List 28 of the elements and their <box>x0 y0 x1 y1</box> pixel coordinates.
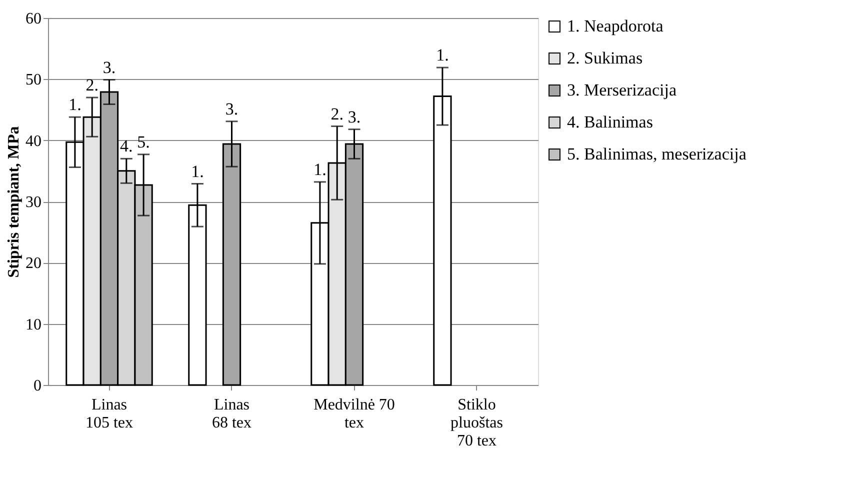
annotation: 3. <box>348 107 361 126</box>
x-tick-label: Stiklo pluoštas 70 tex <box>450 396 503 450</box>
x-tick-label: Linas 105 tex <box>85 396 134 432</box>
x-tick-label: Medvilnė 70 tex <box>314 396 395 432</box>
annotation: 1. <box>314 160 326 179</box>
annotation: 2. <box>86 76 98 95</box>
annotation: 3. <box>225 99 238 118</box>
legend-label: 2. Sukimas <box>567 48 643 68</box>
y-tick-label: 30 <box>26 194 42 211</box>
annotation: 1. <box>436 46 449 65</box>
y-tick-label: 0 <box>34 378 42 394</box>
annotation: 5. <box>137 132 150 152</box>
y-tick-label: 40 <box>26 132 42 150</box>
annotation: 3. <box>102 58 116 77</box>
legend-label: 1. Neapdorota <box>567 16 664 36</box>
y-axis-title: Stipris tempiant, MPa <box>6 126 22 278</box>
annotation: 2. <box>330 104 344 124</box>
y-tick-label: 50 <box>26 72 42 89</box>
y-tick-label: 20 <box>26 255 42 272</box>
y-tick-label: 10 <box>26 316 42 334</box>
legend-label: 5. Balinimas, meserizacija <box>567 144 747 164</box>
annotation: 1. <box>191 162 204 181</box>
annotation: 4. <box>120 136 133 156</box>
x-tick-label: Linas 68 tex <box>212 396 252 432</box>
legend-label: 4. Balinimas <box>567 112 653 132</box>
y-tick-label: 60 <box>26 10 42 28</box>
annotation: 1. <box>68 95 82 114</box>
legend-label: 3. Merserizacija <box>567 80 677 100</box>
